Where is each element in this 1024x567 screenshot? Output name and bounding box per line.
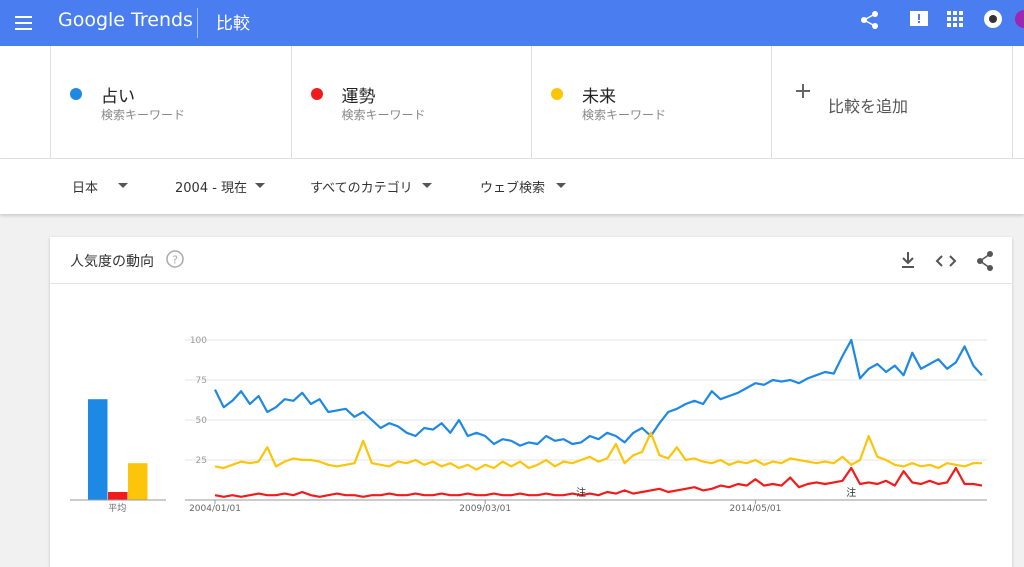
- average-bar: [88, 399, 108, 500]
- dropdown-arrow: [118, 183, 128, 188]
- logo[interactable]: Google Trends: [58, 9, 193, 31]
- y-tick-label: 75: [196, 376, 207, 386]
- header: Google Trends 比較: [0, 0, 1024, 46]
- dropdown-arrow: [556, 183, 566, 188]
- menu-icon[interactable]: [14, 14, 34, 32]
- x-tick-label: 2004/01/01: [189, 504, 241, 514]
- filter-dropdown[interactable]: すべてのカテゴリ: [310, 181, 413, 196]
- y-tick-label: 50: [196, 416, 208, 426]
- filter-dropdown[interactable]: ウェブ検索: [480, 181, 546, 196]
- term-sub: 検索キーワード: [101, 108, 186, 122]
- plus-icon: [802, 84, 804, 98]
- divider: [197, 8, 198, 38]
- add-term: 比較を追加: [828, 97, 909, 116]
- term-sub: 検索キーワード: [582, 108, 667, 122]
- dropdown-arrow: [422, 183, 432, 188]
- term-dot: [551, 88, 563, 100]
- average-label: 平均: [108, 502, 126, 514]
- term-sub: 検索キーワード: [341, 108, 426, 122]
- term-dot: [310, 88, 323, 100]
- x-tick-label: 2014/05/01: [729, 504, 781, 514]
- page-title: 比較: [216, 14, 250, 34]
- term-dot: [70, 88, 82, 100]
- dropdown-arrow: [255, 183, 265, 188]
- trend-line: [214, 431, 982, 471]
- term-cell[interactable]: 未来 検索キーワード: [531, 46, 772, 158]
- trend-line: [214, 338, 983, 447]
- header-icons[interactable]: [858, 8, 1024, 38]
- term-name: 占い: [101, 87, 135, 107]
- trend-line: [214, 466, 983, 498]
- annotation: 注: [846, 486, 856, 499]
- card-divider: [50, 283, 1012, 284]
- filter-dropdown[interactable]: 日本: [72, 181, 99, 196]
- x-tick-label: 2009/03/01: [459, 504, 511, 514]
- average-bar: [108, 492, 128, 500]
- card-actions[interactable]: [898, 249, 998, 273]
- filter-dropdown[interactable]: 2004 - 現在: [175, 181, 248, 196]
- add-term-cell[interactable]: 比較を追加: [771, 46, 1013, 158]
- term-cell[interactable]: 運勢 検索キーワード: [290, 46, 532, 158]
- filter-bar: 日本 2004 - 現在 すべてのカテゴリ ウェブ検索: [0, 159, 1024, 214]
- y-tick-label: 100: [190, 336, 207, 346]
- trend-card: 人気度の動向 ?: [50, 237, 1012, 567]
- card-title: 人気度の動向: [70, 254, 154, 270]
- average-bar: [128, 463, 148, 500]
- term-cell[interactable]: 占い 検索キーワード: [50, 46, 291, 158]
- term-name: 未来: [582, 87, 616, 107]
- help-icon[interactable]: ?: [165, 249, 185, 269]
- chart: 25 50 75 100 2004/01/01 2009/03/01 2014/05/01 注…: [70, 336, 987, 514]
- terms-bar: 占い 検索キーワード 運勢 検索キーワード 未来 検索キーワード 比較を追加: [0, 46, 1024, 159]
- annotation: 注: [576, 486, 586, 499]
- term-name: 運勢: [341, 87, 376, 107]
- y-tick-label: 25: [196, 456, 207, 466]
- svg-text:?: ?: [172, 254, 178, 267]
